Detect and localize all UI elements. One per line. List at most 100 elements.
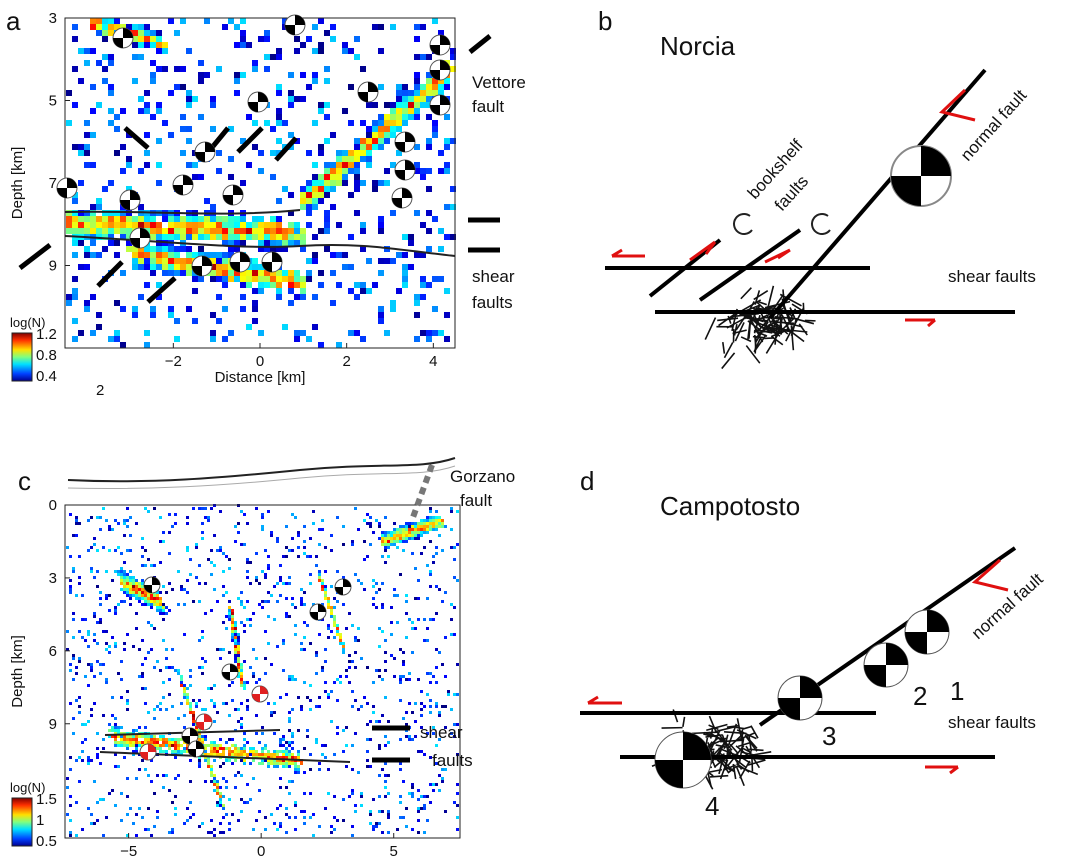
density-cell — [321, 519, 324, 522]
density-cell — [174, 258, 180, 264]
density-cell — [354, 54, 360, 60]
density-cell — [201, 522, 204, 525]
density-cell — [156, 747, 159, 750]
density-cell — [258, 288, 264, 294]
density-cell — [360, 222, 366, 228]
density-cell — [414, 90, 420, 96]
density-cell — [150, 30, 156, 36]
density-cell — [372, 132, 378, 138]
density-cell — [162, 750, 165, 753]
density-cell — [120, 306, 126, 312]
density-cell — [318, 528, 321, 531]
density-cell — [120, 726, 123, 729]
density-cell — [147, 774, 150, 777]
density-cell — [81, 828, 84, 831]
density-cell — [108, 336, 114, 342]
density-cell — [144, 216, 150, 222]
density-cell — [276, 138, 282, 144]
density-cell — [426, 246, 432, 252]
density-cell — [90, 18, 96, 24]
density-cell — [414, 252, 420, 258]
density-cell — [105, 678, 108, 681]
density-cell — [312, 180, 318, 186]
density-cell — [144, 42, 150, 48]
density-cell — [294, 765, 297, 768]
density-cell — [72, 717, 75, 720]
density-cell — [360, 180, 366, 186]
density-cell — [180, 228, 186, 234]
density-cell — [93, 633, 96, 636]
density-cell — [72, 222, 78, 228]
density-cell — [222, 282, 228, 288]
density-cell — [84, 228, 90, 234]
density-cell — [84, 60, 90, 66]
density-cell — [78, 180, 84, 186]
density-cell — [171, 588, 174, 591]
density-cell — [174, 270, 180, 276]
density-cell — [360, 138, 366, 144]
density-cell — [285, 597, 288, 600]
density-cell — [402, 108, 408, 114]
density-cell — [342, 750, 345, 753]
density-cell — [258, 762, 261, 765]
density-cell — [96, 60, 102, 66]
density-cell — [132, 312, 138, 318]
density-cell — [129, 534, 132, 537]
density-cell — [324, 210, 330, 216]
density-cell — [306, 84, 312, 90]
density-cell — [291, 513, 294, 516]
density-cell — [294, 804, 297, 807]
density-cell — [294, 828, 297, 831]
density-cell — [366, 126, 372, 132]
density-cell — [294, 336, 300, 342]
density-cell — [294, 96, 300, 102]
density-cell — [444, 288, 450, 294]
density-cell — [144, 330, 150, 336]
density-cell — [144, 252, 150, 258]
density-cell — [240, 510, 243, 513]
density-cell — [267, 753, 270, 756]
density-cell — [318, 198, 324, 204]
density-cell — [336, 156, 342, 162]
density-cell — [144, 564, 147, 567]
density-cell — [402, 252, 408, 258]
density-cell — [126, 222, 132, 228]
density-cell — [294, 234, 300, 240]
density-cell — [228, 330, 234, 336]
density-cell — [264, 744, 267, 747]
density-cell — [96, 30, 102, 36]
density-cell — [204, 735, 207, 738]
density-cell — [282, 639, 285, 642]
density-cell — [306, 210, 312, 216]
density-cell — [435, 585, 438, 588]
density-cell — [66, 300, 72, 306]
density-cell — [156, 774, 159, 777]
density-cell — [387, 792, 390, 795]
density-cell — [342, 264, 348, 270]
density-cell — [294, 48, 300, 54]
density-cell — [390, 126, 396, 132]
density-cell — [288, 72, 294, 78]
density-cell — [72, 336, 78, 342]
density-cell — [168, 90, 174, 96]
density-cell — [318, 186, 324, 192]
density-cell — [315, 555, 318, 558]
density-cell — [423, 753, 426, 756]
density-cell — [282, 735, 285, 738]
density-cell — [408, 522, 411, 525]
density-cell — [246, 42, 252, 48]
density-cell — [180, 150, 186, 156]
density-cell — [204, 18, 210, 24]
density-cell — [150, 312, 156, 318]
density-cell — [234, 660, 237, 663]
density-cell — [228, 174, 234, 180]
density-cell — [114, 114, 120, 120]
density-cell — [240, 603, 243, 606]
density-cell — [312, 162, 318, 168]
density-cell — [186, 258, 192, 264]
density-cell — [228, 234, 234, 240]
density-cell — [333, 606, 336, 609]
density-cell — [240, 228, 246, 234]
density-cell — [102, 36, 108, 42]
density-cell — [102, 834, 105, 837]
